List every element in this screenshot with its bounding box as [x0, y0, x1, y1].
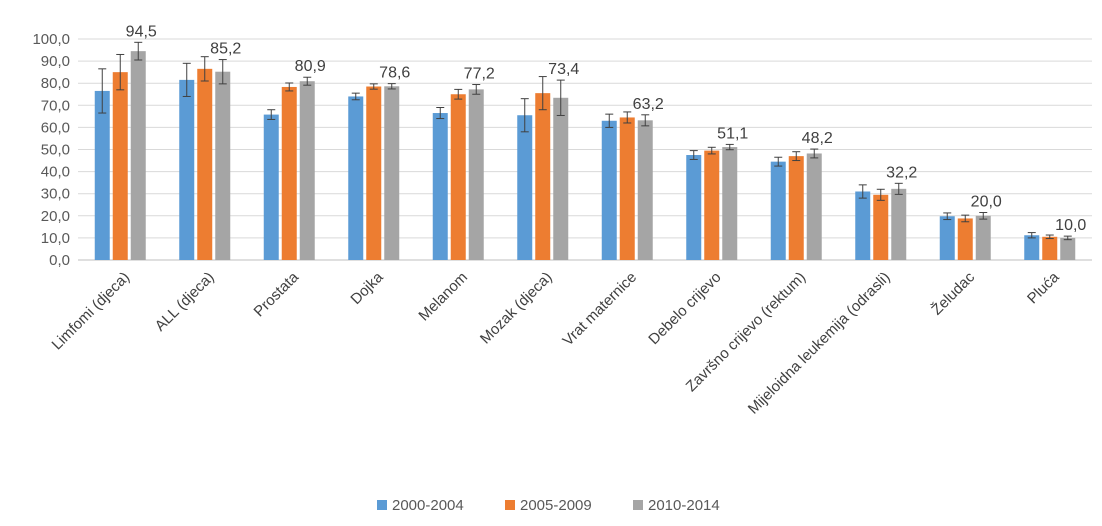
x-category-label: ALL (djeca): [152, 269, 218, 335]
y-tick-label: 40,0: [41, 164, 70, 181]
bar: [891, 188, 907, 260]
x-category-label: Prostata: [251, 268, 303, 320]
data-label: 48,2: [802, 130, 833, 147]
data-label: 63,2: [633, 96, 664, 113]
bar: [215, 71, 231, 260]
data-label: 73,4: [548, 61, 579, 78]
bars: [94, 51, 1076, 261]
bar: [806, 153, 822, 260]
bar: [939, 216, 955, 260]
bar: [788, 156, 804, 260]
bar: [130, 51, 146, 260]
data-label: 80,9: [295, 58, 326, 75]
data-label: 51,1: [717, 125, 748, 142]
bar: [535, 93, 551, 261]
legend-label: 2005-2009: [520, 497, 592, 514]
legend-swatch: [633, 500, 643, 510]
y-tick-label: 50,0: [41, 142, 70, 159]
bar: [112, 72, 128, 261]
bar: [384, 86, 400, 260]
y-tick-label: 90,0: [41, 53, 70, 70]
bar: [722, 147, 738, 260]
data-label: 10,0: [1055, 217, 1086, 234]
x-category-label: Pluća: [1024, 268, 1063, 307]
y-tick-label: 20,0: [41, 208, 70, 225]
x-category-label: Debelo crijevo: [645, 269, 724, 348]
bar: [553, 97, 569, 260]
y-tick-label: 30,0: [41, 186, 70, 203]
data-labels: 94,5 85,2 80,9 78,6 77,2 73,4 63,2 51,1 48,2 32,2…: [126, 23, 1087, 234]
data-label: 77,2: [464, 66, 495, 83]
x-category-label: Limfomi (djeca): [49, 269, 134, 354]
bar: [517, 115, 533, 261]
bar: [179, 79, 195, 260]
bar: [1024, 235, 1040, 260]
error-bars: [98, 41, 1072, 241]
bar: [432, 113, 448, 260]
bar: [619, 117, 635, 260]
legend-swatch: [505, 500, 515, 510]
x-category-label: Dojka: [347, 268, 387, 308]
bar: [686, 155, 702, 260]
data-label: 94,5: [126, 23, 157, 40]
y-tick-label: 10,0: [41, 230, 70, 247]
data-label: 85,2: [210, 41, 241, 58]
bar: [197, 68, 213, 261]
y-tick-label: 0,0: [49, 252, 70, 269]
bar: [468, 89, 484, 260]
y-axis: 0,0 10,0 20,0 30,0 40,0 50,0 60,0 70,0 80,0 90,0 1…: [32, 31, 1092, 269]
data-label: 20,0: [971, 193, 1002, 210]
bar: [637, 120, 653, 260]
bar: [704, 150, 720, 260]
bar: [770, 161, 786, 260]
x-category-label: Vrat maternice: [559, 269, 640, 350]
bar: [366, 86, 382, 260]
bar: [299, 81, 315, 260]
bar: [1060, 237, 1076, 260]
bar: [855, 191, 871, 260]
gridlines: [78, 38, 1092, 239]
x-category-label: Melanom: [415, 269, 471, 325]
bar: [94, 90, 110, 260]
bar: [1042, 236, 1058, 260]
data-label: 78,6: [379, 65, 410, 82]
x-category-label: Želudac: [928, 268, 978, 318]
bar: [450, 94, 466, 260]
x-category-label: Mozak (djeca): [477, 269, 556, 348]
legend-label: 2000-2004: [392, 497, 464, 514]
y-tick-label: 100,0: [32, 31, 70, 48]
legend-label: 2010-2014: [648, 497, 720, 514]
bar: [957, 218, 973, 260]
y-tick-label: 80,0: [41, 75, 70, 92]
bar: [975, 215, 991, 260]
bar: [263, 114, 279, 260]
bar: [873, 194, 889, 260]
y-tick-label: 60,0: [41, 119, 70, 136]
bar: [348, 96, 364, 261]
x-category-label: Mijeloidna leukemija (odrasli): [745, 269, 894, 418]
data-label: 32,2: [886, 164, 917, 181]
legend: 2000-2004 2005-2009 2010-2014: [377, 497, 720, 514]
legend-swatch: [377, 500, 387, 510]
bar: [601, 120, 617, 261]
x-axis-categories: Limfomi (djeca) ALL (djeca) Prostata Dojka M…: [49, 268, 1063, 417]
bar: [281, 86, 297, 260]
y-tick-label: 70,0: [41, 97, 70, 114]
